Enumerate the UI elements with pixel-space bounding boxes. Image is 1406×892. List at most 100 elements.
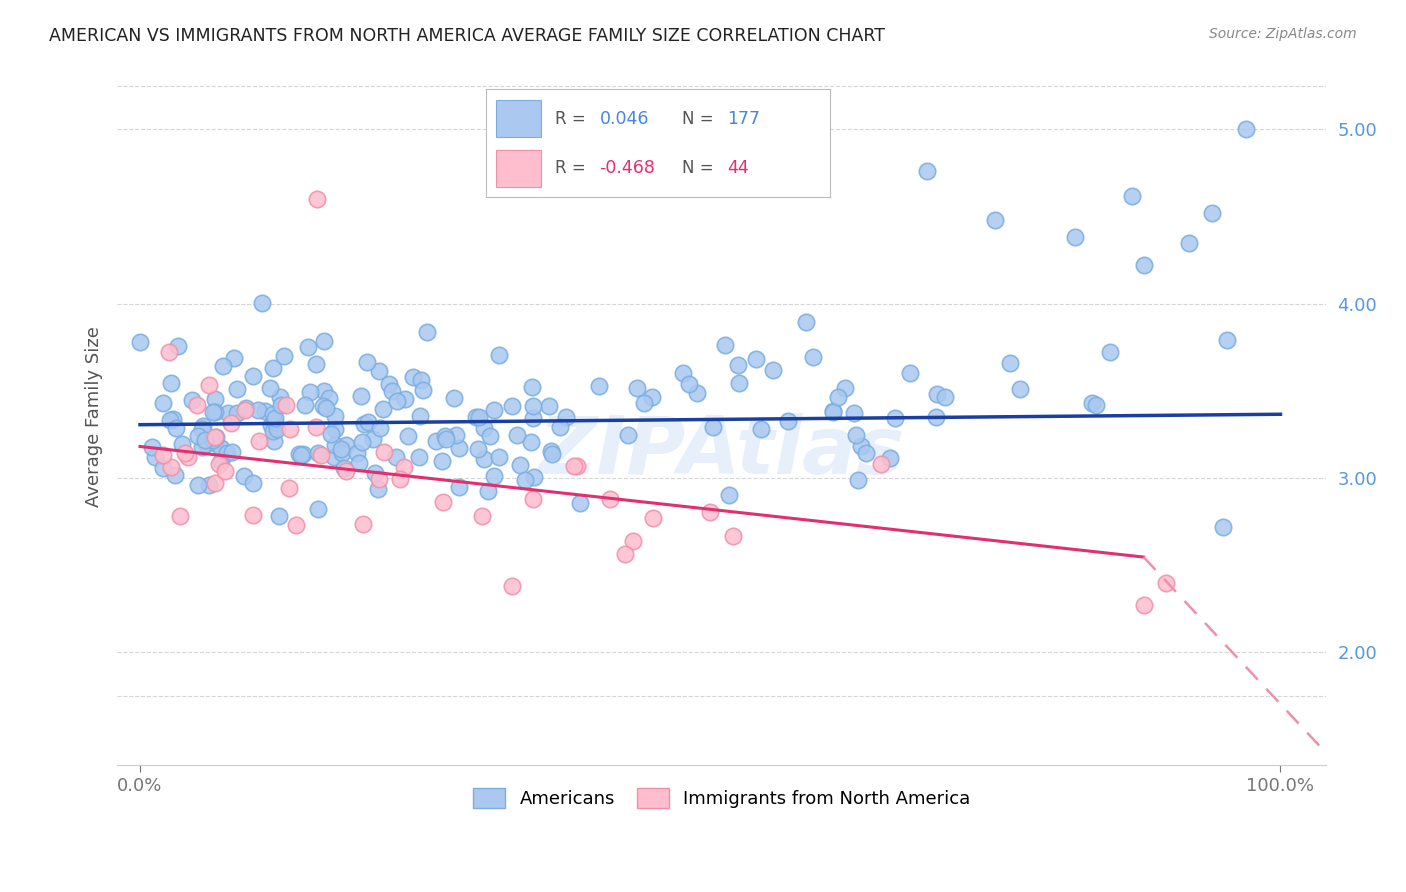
Point [501,579,523,593]
Point [311,448,333,462]
Point [378,377,401,392]
Point [555,409,578,424]
Point [152,395,174,409]
Point [304,419,326,434]
Point [269,390,291,404]
Point [834,381,856,395]
Point [749,422,772,436]
Point [368,472,391,486]
Point [513,473,536,487]
Point [368,364,391,378]
Point [204,475,226,490]
Point [522,492,544,507]
Point [562,459,585,474]
Point [1178,235,1201,250]
Point [538,400,561,414]
Point [501,399,523,413]
Point [409,373,432,387]
Point [823,404,845,418]
Point [447,480,470,494]
Point [315,401,337,415]
Point [187,429,209,443]
Point [226,406,249,420]
Point [195,437,218,451]
Point [159,413,181,427]
Point [643,510,665,524]
Point [436,432,458,446]
Point [416,326,439,340]
Point [522,399,544,413]
Point [186,399,208,413]
Point [1132,258,1154,272]
Point [409,409,432,424]
Point [291,447,314,461]
Point [506,427,529,442]
Point [217,406,239,420]
Point [778,414,800,428]
Point [368,421,391,435]
Point [488,347,510,361]
Point [394,392,416,407]
Point [1212,519,1234,533]
Point [678,376,700,391]
Point [290,448,312,462]
Point [523,469,546,483]
Point [1098,345,1121,359]
Point [434,429,457,443]
Point [389,472,412,486]
Point [262,425,284,439]
Point [465,410,488,425]
Point [392,460,415,475]
Point [801,351,824,365]
Point [219,416,242,430]
Point [242,369,264,384]
Point [468,410,491,425]
Point [346,446,368,460]
Point [297,340,319,354]
Point [307,501,329,516]
Point [357,415,380,429]
Point [727,358,749,372]
Point [172,437,194,451]
Point [614,547,637,561]
Point [181,392,204,407]
Point [318,391,340,405]
Point [1132,598,1154,612]
Point [197,478,219,492]
Point [323,438,346,452]
Text: Source: ZipAtlas.com: Source: ZipAtlas.com [1209,27,1357,41]
Point [1085,398,1108,412]
Point [356,354,378,368]
Point [827,390,849,404]
Point [1081,395,1104,409]
Point [198,378,221,392]
Point [432,454,454,468]
Point [208,457,231,471]
Point [233,468,256,483]
Point [242,508,264,523]
Point [482,468,505,483]
Point [540,443,562,458]
Point [235,401,257,416]
Point [721,529,744,543]
Point [849,439,872,453]
Point [250,296,273,310]
Point [381,384,404,398]
Point [568,496,591,510]
Point [273,349,295,363]
Point [1201,206,1223,220]
Point [330,442,353,457]
Point [821,404,844,418]
Point [616,428,638,442]
Point [312,384,335,399]
Text: AMERICAN VS IMMIGRANTS FROM NORTH AMERICA AVERAGE FAMILY SIZE CORRELATION CHART: AMERICAN VS IMMIGRANTS FROM NORTH AMERIC… [49,27,886,45]
Point [204,430,226,444]
Point [520,434,543,449]
Point [162,412,184,426]
Point [262,407,284,421]
Point [299,384,322,399]
Point [633,396,655,410]
Point [323,409,346,424]
Point [728,376,751,390]
Point [641,390,664,404]
